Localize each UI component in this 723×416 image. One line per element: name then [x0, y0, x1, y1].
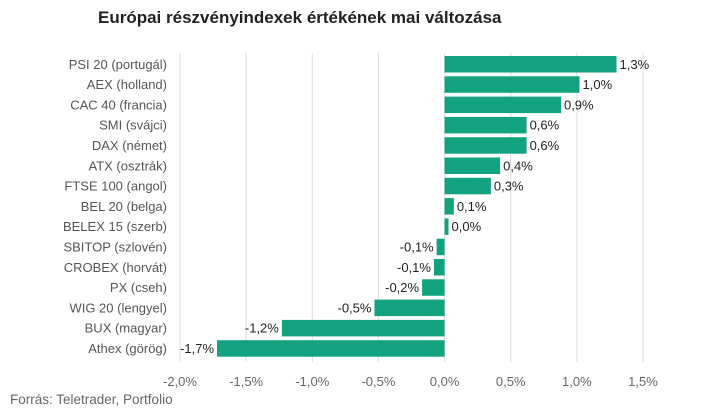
- x-tick-label: 1,5%: [628, 374, 658, 389]
- bar: [444, 177, 491, 195]
- category-label: BUX (magyar): [85, 321, 167, 336]
- data-label: 1,3%: [620, 57, 650, 72]
- bar-chart: -2,0% -1,5% -1,0% -0,5% 0,0% 0,5% 1,0% 1,5% PSI …: [63, 53, 658, 389]
- category-label: CAC 40 (francia): [70, 97, 167, 112]
- x-tick-label: -2,0%: [163, 374, 197, 389]
- category-label: Athex (görög): [88, 341, 167, 356]
- category-label: WIG 20 (lengyel): [69, 300, 167, 315]
- data-label: 0,9%: [564, 97, 594, 112]
- data-label: -1,7%: [180, 341, 214, 356]
- category-label: SBITOP (szlovén): [63, 239, 167, 254]
- bar: [433, 259, 445, 276]
- category-label: BELEX 15 (szerb): [63, 219, 167, 234]
- category-label: DAX (német): [92, 138, 167, 153]
- source-note: Forrás: Teletrader, Portfolio: [10, 392, 173, 407]
- category-label: BEL 20 (belga): [81, 199, 167, 214]
- bar: [374, 299, 445, 317]
- category-label: SMI (svájci): [99, 118, 167, 133]
- bar: [217, 340, 445, 357]
- data-label: -1,2%: [245, 321, 279, 336]
- category-label: PSI 20 (portugál): [69, 57, 167, 72]
- data-label: -0,5%: [337, 300, 371, 315]
- bar: [436, 238, 445, 256]
- bar: [444, 218, 449, 235]
- labels: -2,0% -1,5% -1,0% -0,5% 0,0% 0,5% 1,0% 1,5% PSI …: [63, 57, 658, 389]
- data-label: 1,0%: [583, 77, 613, 92]
- bar: [444, 116, 527, 134]
- bar: [444, 198, 454, 215]
- data-label: 0,6%: [530, 138, 560, 153]
- chart-title: Európai részvényindexek értékének mai vá…: [98, 8, 502, 27]
- bar: [281, 319, 445, 337]
- bar: [444, 137, 527, 154]
- data-label: -0,1%: [397, 260, 431, 275]
- bar: [422, 279, 445, 296]
- x-tick-label: 0,5%: [496, 374, 526, 389]
- data-label: -0,1%: [400, 239, 434, 254]
- category-label: PX (cseh): [110, 280, 167, 295]
- x-tick-label: -1,0%: [295, 374, 329, 389]
- data-label: 0,4%: [503, 158, 533, 173]
- bars: [217, 56, 617, 357]
- bar: [444, 96, 561, 114]
- data-label: 0,6%: [530, 118, 560, 133]
- category-label: CROBEX (horvát): [64, 260, 167, 275]
- x-tick-label: -1,5%: [229, 374, 263, 389]
- data-label: -0,2%: [385, 280, 419, 295]
- data-label: 0,3%: [494, 179, 524, 194]
- category-label: ATX (osztrák): [89, 158, 168, 173]
- data-label: 0,1%: [457, 199, 487, 214]
- x-tick-label: -0,5%: [361, 374, 395, 389]
- x-tick-label: 1,0%: [562, 374, 592, 389]
- bar: [444, 157, 501, 174]
- x-tick-label: 0,0%: [430, 374, 460, 389]
- data-label: 0,0%: [452, 219, 482, 234]
- bar: [444, 56, 617, 73]
- category-label: AEX (holland): [87, 77, 167, 92]
- bar: [444, 76, 580, 93]
- category-label: FTSE 100 (angol): [64, 179, 167, 194]
